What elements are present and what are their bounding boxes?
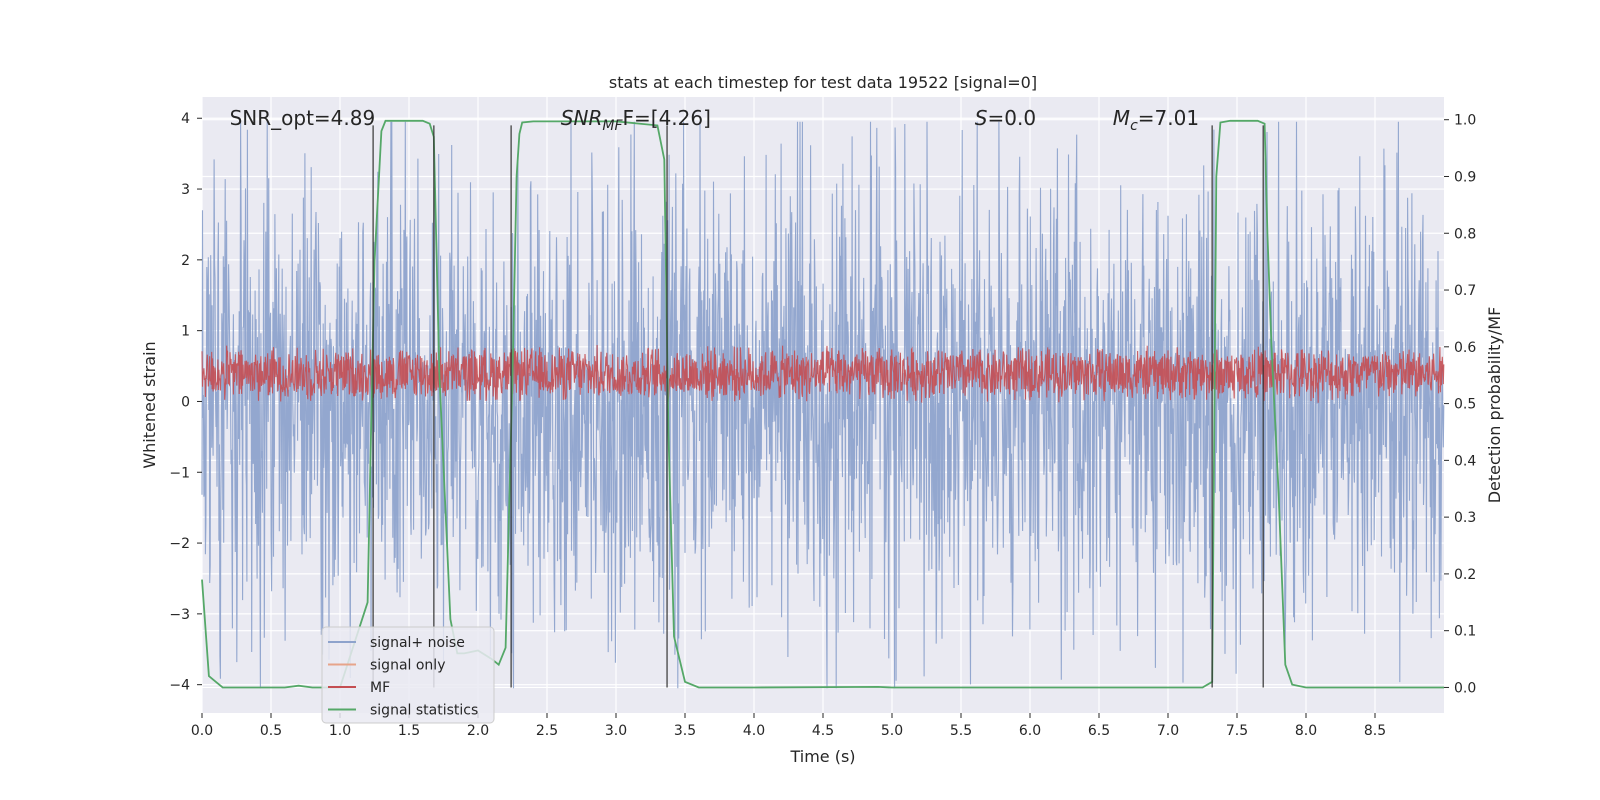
series-signal-noise xyxy=(201,121,1445,689)
x-tick-label: 4.5 xyxy=(812,723,834,739)
annotation-1: SNRMFF=[4.26] xyxy=(561,106,711,134)
axes: 0.0 0.5 1.0 1.5 2.0 2.5 3.0 3.5 4.0 4.5 5.0 5.5 6.0 6… xyxy=(169,111,1476,739)
y2-tick-label: 0.4 xyxy=(1454,453,1476,469)
y2-tick-label: 0.6 xyxy=(1454,340,1476,356)
x-tick-label: 5.0 xyxy=(881,723,903,739)
y-tick-label: −4 xyxy=(169,678,190,694)
annotation-main: S xyxy=(975,106,988,130)
x-tick-label: 6.5 xyxy=(1088,723,1110,739)
annotation-rest: F=[4.26] xyxy=(623,106,711,130)
y2-tick-label: 0.0 xyxy=(1454,680,1476,696)
x-tick-label: 2.0 xyxy=(467,723,489,739)
series-layer xyxy=(201,119,1445,689)
x-tick-label: 4.0 xyxy=(743,723,765,739)
y-tick-label: 1 xyxy=(181,324,190,340)
chart-title: stats at each timestep for test data 195… xyxy=(609,73,1037,92)
y2-tick-label: 0.9 xyxy=(1454,169,1476,185)
annotation-0: SNR_opt=4.89 xyxy=(230,106,376,130)
x-tick-label: 3.5 xyxy=(674,723,696,739)
legend: signal+ noise signal only MF signal statist… xyxy=(321,626,495,724)
legend-label-3: signal statistics xyxy=(370,703,478,719)
x-tick-label: 1.0 xyxy=(329,723,351,739)
x-tick-label: 3.0 xyxy=(605,723,627,739)
x-tick-label: 2.5 xyxy=(536,723,558,739)
legend-label-0: signal+ noise xyxy=(370,635,465,651)
legend-label-2: MF xyxy=(370,680,390,696)
legend-box xyxy=(321,626,495,724)
y2-tick-label: 1.0 xyxy=(1454,113,1476,129)
y2-tick-label: 0.3 xyxy=(1454,510,1476,526)
y-tick-label: 3 xyxy=(181,182,190,198)
x-tick-label: 0.5 xyxy=(260,723,282,739)
annotation-subscript: MF xyxy=(602,118,623,134)
y2-tick-label: 0.8 xyxy=(1454,226,1476,242)
x-tick-label: 0.0 xyxy=(191,723,213,739)
y-tick-label: 2 xyxy=(181,253,190,269)
y-tick-label: −2 xyxy=(169,536,190,552)
y-tick-label: −1 xyxy=(169,465,190,481)
y2-tick-label: 0.7 xyxy=(1454,283,1476,299)
x-tick-label: 7.5 xyxy=(1226,723,1248,739)
y-tick-label: 4 xyxy=(181,111,190,127)
y-axis-label: Whitened strain xyxy=(140,341,159,468)
series-mf xyxy=(201,344,1445,403)
y2-tick-label: 0.1 xyxy=(1454,624,1476,640)
legend-label-1: signal only xyxy=(370,658,445,674)
annotation-3: Mc=7.01 xyxy=(1113,106,1199,134)
y2-axis-label: Detection probability/MF xyxy=(1485,307,1504,504)
x-tick-label: 5.5 xyxy=(950,723,972,739)
y-tick-label: −3 xyxy=(169,607,190,623)
y2-tick-label: 0.5 xyxy=(1454,397,1476,413)
vertical-markers xyxy=(372,125,1264,688)
annotation-2: S=0.0 xyxy=(975,106,1036,130)
annotation-main: SNR xyxy=(561,106,603,130)
y2-tick-label: 0.2 xyxy=(1454,567,1476,583)
annotation-main: M xyxy=(1113,106,1130,130)
x-tick-label: 8.0 xyxy=(1295,723,1317,739)
annotation-rest: =7.01 xyxy=(1138,106,1199,130)
annotations: SNR_opt=4.89 SNRMFF=[4.26] S=0.0 Mc=7.01 xyxy=(230,106,1199,134)
x-tick-label: 1.5 xyxy=(398,723,420,739)
y-tick-label: 0 xyxy=(181,394,190,410)
x-axis-label: Time (s) xyxy=(789,747,855,766)
x-tick-label: 6.0 xyxy=(1019,723,1041,739)
x-tick-label: 8.5 xyxy=(1364,723,1386,739)
annotation-subscript: c xyxy=(1130,118,1138,134)
annotation-rest: =0.0 xyxy=(988,106,1037,130)
series-signal-statistics xyxy=(201,119,1444,689)
x-tick-label: 7.0 xyxy=(1157,723,1179,739)
